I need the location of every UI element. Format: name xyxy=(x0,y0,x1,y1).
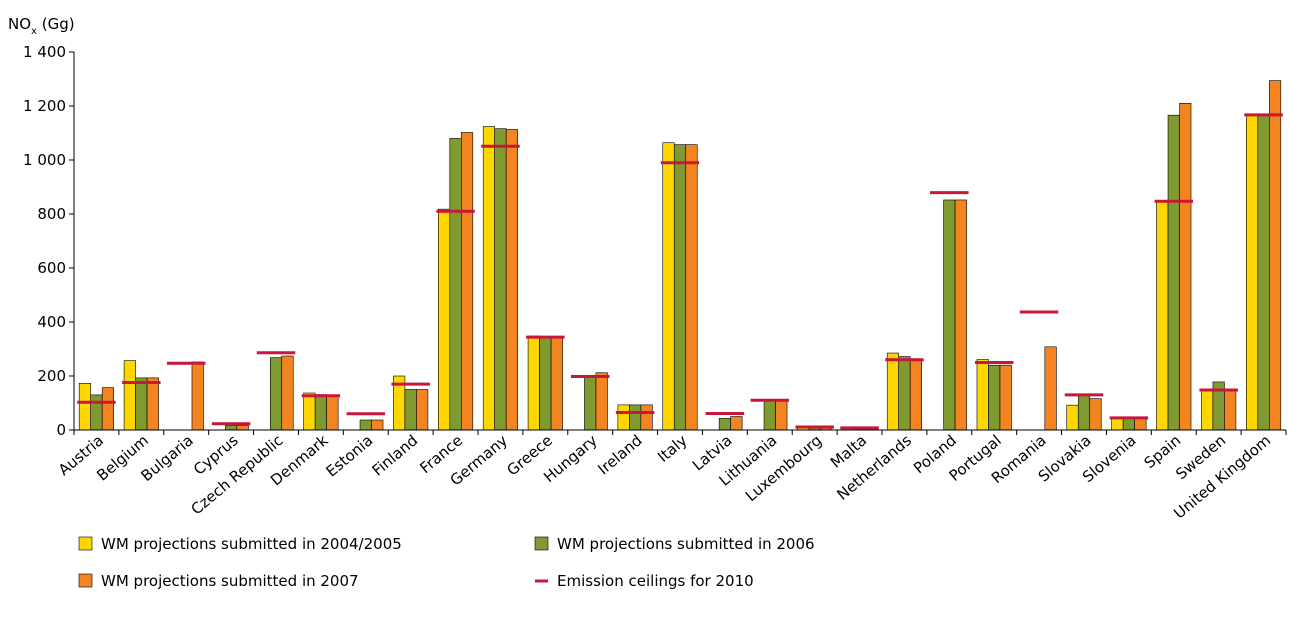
bar-2-austria xyxy=(90,394,103,431)
bar-3-slovakia xyxy=(1089,398,1102,431)
bar-2-greece xyxy=(539,337,552,431)
bar-1-austria xyxy=(78,382,91,431)
y-tick-label: 0 xyxy=(56,421,66,439)
legend: WM projections submitted in 2004/2005 WM … xyxy=(78,535,815,590)
y-tick-label: 1 400 xyxy=(23,43,66,61)
bar-3-slovenia xyxy=(1134,417,1147,431)
bar-3-finland xyxy=(416,389,429,431)
bar-3-spain xyxy=(1179,103,1192,431)
y-tick-label: 800 xyxy=(37,205,66,223)
bar-3-italy xyxy=(685,144,698,431)
y-tick-label: 600 xyxy=(37,259,66,277)
legend-swatch xyxy=(534,536,549,551)
legend-swatch xyxy=(78,536,93,551)
legend-label: Emission ceilings for 2010 xyxy=(557,572,754,590)
x-tick-label: Italy xyxy=(654,431,691,466)
bar-1-italy xyxy=(662,142,675,431)
bar-2-belgium xyxy=(135,377,148,431)
legend-swatch xyxy=(78,573,93,588)
bar-3-denmark xyxy=(326,395,339,431)
bar-3-sweden xyxy=(1224,389,1237,431)
bar-3-czech-republic xyxy=(281,355,294,431)
bar-2-france xyxy=(449,138,462,431)
bar-3-romania xyxy=(1044,346,1057,431)
bar-2-slovenia xyxy=(1122,417,1135,431)
bar-2-spain xyxy=(1167,114,1180,431)
bar-3-lithuania xyxy=(775,399,788,431)
legend-label: WM projections submitted in 2006 xyxy=(557,535,815,553)
bar-2-ireland xyxy=(629,404,642,431)
y-tick-label: 400 xyxy=(37,313,66,331)
bar-1-united-kingdom xyxy=(1246,113,1259,431)
y-axis-label-unit: (Gg) xyxy=(37,15,75,33)
bar-1-greece xyxy=(527,335,540,431)
bar-3-united-kingdom xyxy=(1269,80,1282,431)
legend-item-1: WM projections submitted in 2004/2005 xyxy=(78,535,402,553)
bar-3-hungary xyxy=(595,372,608,431)
bar-3-bulgaria xyxy=(191,361,204,431)
bar-3-netherlands xyxy=(909,359,922,431)
bar-3-belgium xyxy=(146,377,159,431)
legend-item-3: WM projections submitted in 2007 xyxy=(78,572,359,590)
bar-3-austria xyxy=(101,387,114,431)
bar-3-portugal xyxy=(999,364,1012,431)
bar-3-france xyxy=(461,132,474,431)
y-tick-label: 200 xyxy=(37,367,66,385)
x-tick-label: Ireland xyxy=(594,431,645,478)
bar-2-germany xyxy=(494,128,507,431)
y-tick-label: 1 200 xyxy=(23,97,66,115)
bar-2-italy xyxy=(673,144,687,431)
bar-1-portugal xyxy=(976,359,989,431)
bar-1-slovenia xyxy=(1111,418,1124,431)
bar-2-poland xyxy=(943,199,956,431)
y-tick-label: 1 000 xyxy=(23,151,66,169)
bar-1-slovakia xyxy=(1066,404,1079,431)
bar-1-sweden xyxy=(1201,389,1214,431)
bar-2-hungary xyxy=(584,375,597,431)
y-axis-label-main: NO xyxy=(8,15,31,33)
legend-label: WM projections submitted in 2007 xyxy=(101,572,359,590)
bar-2-denmark xyxy=(314,394,327,431)
bar-1-france xyxy=(438,208,451,431)
bar-2-cyprus xyxy=(225,425,238,431)
x-tick-label: Finland xyxy=(369,431,422,479)
legend-item-4: Emission ceilings for 2010 xyxy=(535,572,754,590)
plot-area xyxy=(77,80,1283,431)
bar-2-slovakia xyxy=(1077,394,1091,431)
y-axis-label: NOx (Gg) xyxy=(8,15,75,37)
bar-2-netherlands xyxy=(898,356,911,431)
bar-1-belgium xyxy=(123,360,136,431)
svg-text:NOx (Gg): NOx (Gg) xyxy=(8,15,75,37)
bar-1-spain xyxy=(1156,200,1169,431)
bar-1-germany xyxy=(482,126,495,431)
x-tick-label: Estonia xyxy=(322,431,376,480)
bar-3-estonia xyxy=(371,419,384,431)
bar-2-czech-republic xyxy=(269,357,283,431)
bar-3-ireland xyxy=(640,404,653,431)
bar-1-denmark xyxy=(303,392,316,431)
legend-label: WM projections submitted in 2004/2005 xyxy=(101,535,402,553)
bar-3-greece xyxy=(550,336,563,431)
y-axis: 0 200 400 600 800 1 000 1 200 1 400 xyxy=(23,43,75,439)
bar-1-netherlands xyxy=(886,352,899,431)
bar-2-portugal xyxy=(988,364,1001,431)
bar-1-ireland xyxy=(617,404,630,431)
bar-3-cyprus xyxy=(236,425,249,431)
y-axis-label-sub: x xyxy=(31,26,37,37)
bar-3-germany xyxy=(505,129,518,431)
bar-3-poland xyxy=(954,199,967,431)
bar-3-latvia xyxy=(730,416,743,431)
bar-2-latvia xyxy=(718,418,731,431)
bar-2-estonia xyxy=(359,419,372,431)
bar-2-united-kingdom xyxy=(1257,114,1270,431)
legend-item-2: WM projections submitted in 2006 xyxy=(534,535,815,553)
bar-2-lithuania xyxy=(763,399,776,431)
bar-2-finland xyxy=(404,389,417,431)
